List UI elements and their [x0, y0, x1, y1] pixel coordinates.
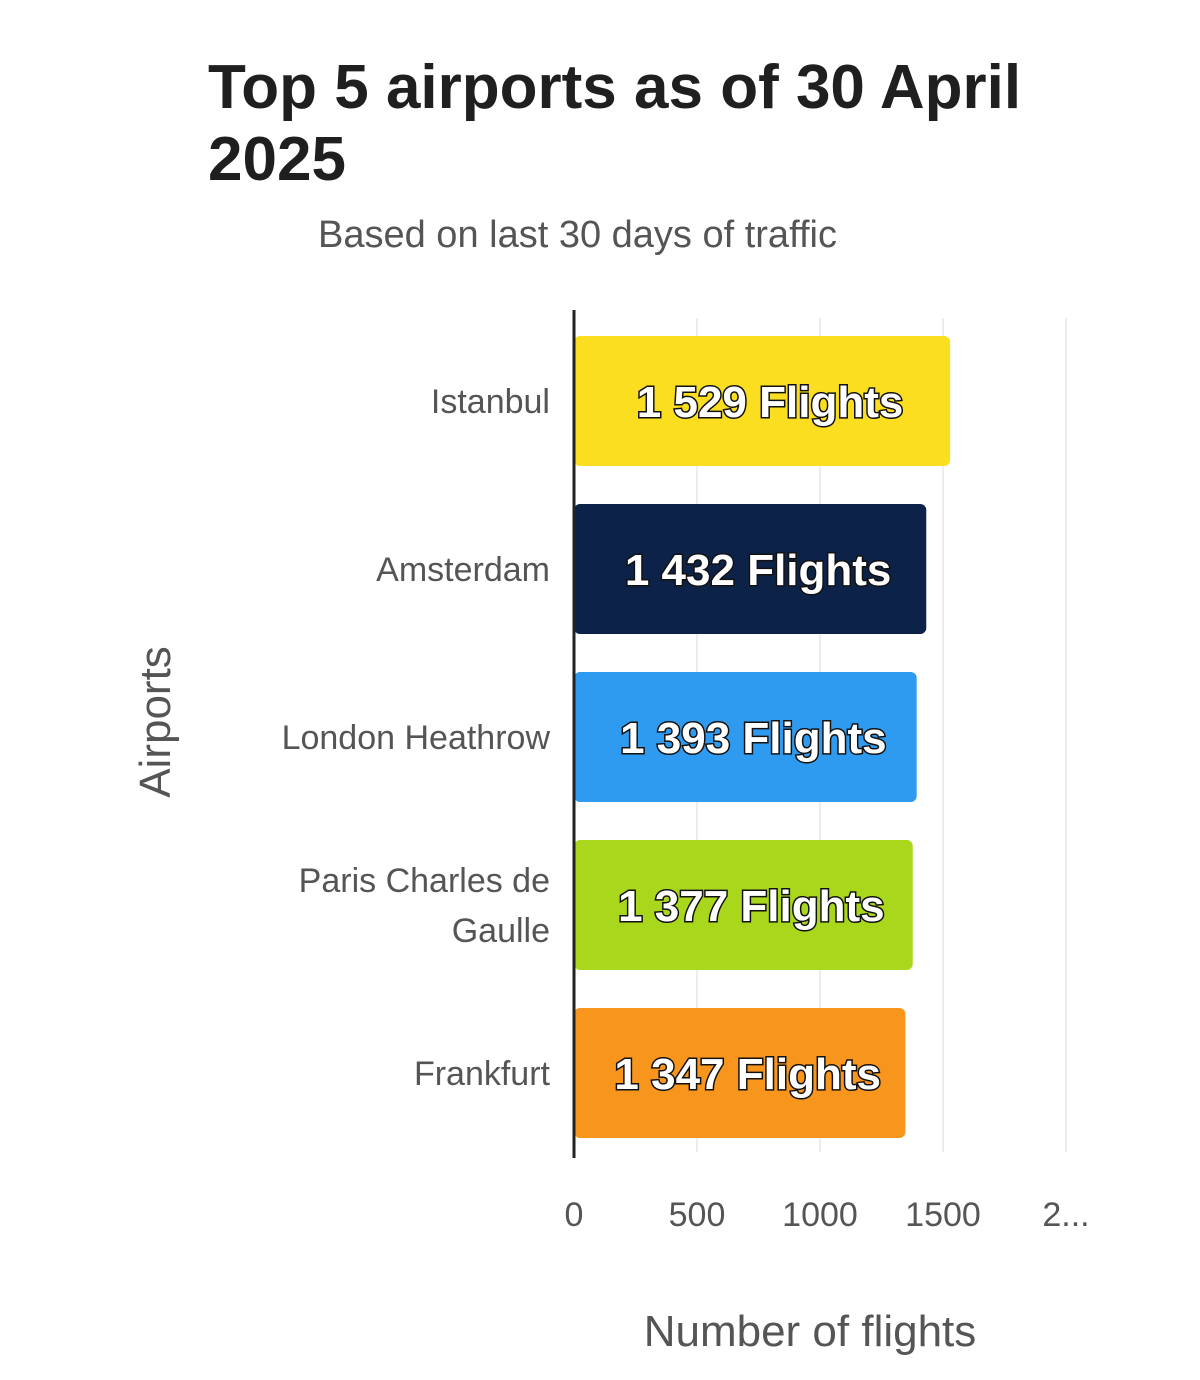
x-tick-label: 1500: [905, 1196, 981, 1234]
category-label: Frankfurt: [414, 1055, 551, 1093]
data-label: 1 432 Flights: [625, 546, 892, 595]
bar: [574, 336, 951, 466]
x-tick-label: 0: [565, 1196, 584, 1234]
data-label: 1 529 Flights: [637, 378, 904, 427]
category-label: London Heathrow: [282, 719, 551, 757]
y-axis-title: Airports: [131, 646, 180, 798]
category-labels: Istanbul Amsterdam London Heathrow Paris Ch…: [282, 383, 551, 1093]
x-tick-label: 1000: [782, 1196, 858, 1234]
x-tick-label: 2...: [1042, 1196, 1089, 1234]
data-label: 1 377 Flights: [618, 882, 885, 931]
x-tick-label: 500: [669, 1196, 726, 1234]
bar: [574, 504, 927, 634]
bars: [574, 336, 951, 1138]
chart-title: Top 5 airports as of 30 April 2025: [208, 53, 1022, 194]
x-axis-title: Number of flights: [644, 1307, 977, 1356]
bar: [574, 1008, 906, 1138]
data-labels: 1 529 Flights 1 432 Flights 1 393 Flights 1…: [613, 377, 905, 1101]
category-label: Paris Charles de: [299, 862, 550, 900]
x-tick-labels: 0 500 1000 1500 2...: [565, 1196, 1090, 1234]
data-label: 1 393 Flights: [620, 714, 887, 763]
data-label: 1 347 Flights: [614, 1050, 881, 1099]
chart-subtitle: Based on last 30 days of traffic: [318, 214, 837, 256]
bar: [574, 840, 913, 970]
category-label: Istanbul: [431, 383, 550, 421]
bar: [574, 672, 917, 802]
category-label: Amsterdam: [376, 551, 550, 589]
category-label: Gaulle: [452, 912, 550, 950]
